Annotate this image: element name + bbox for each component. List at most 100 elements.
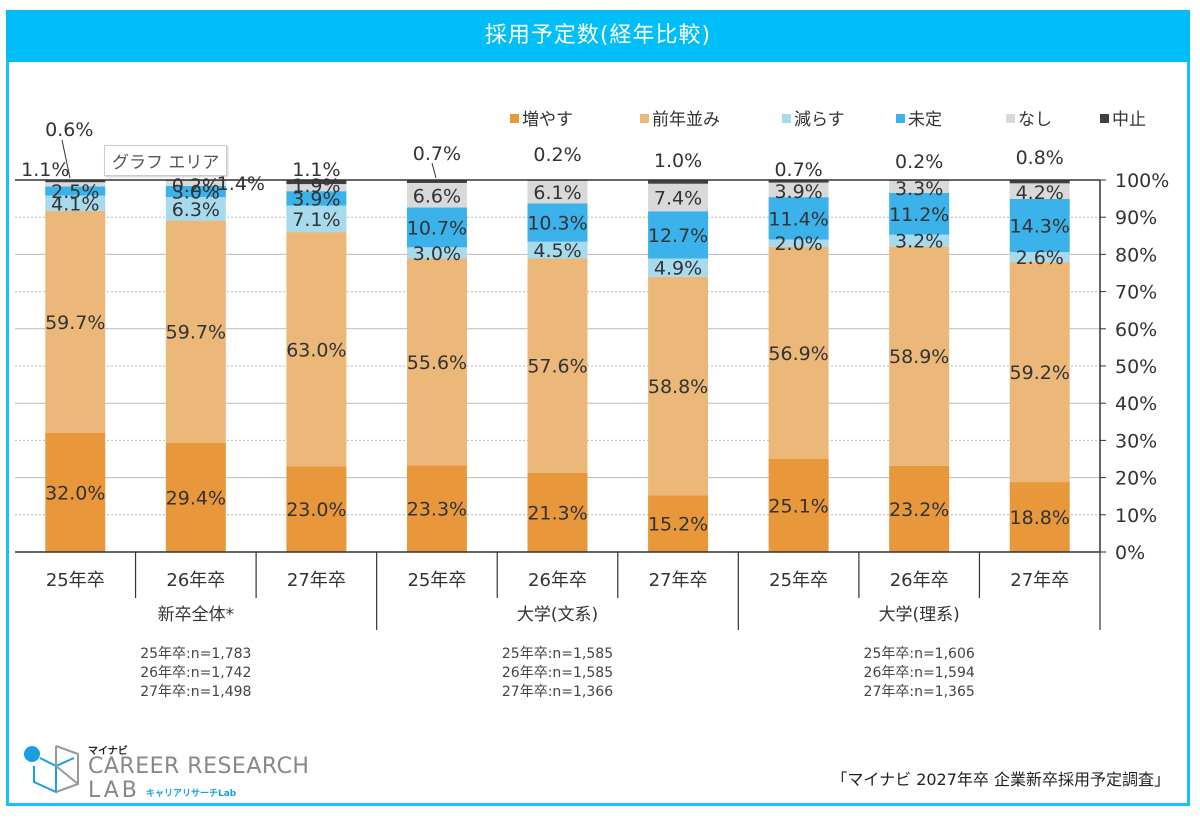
data-label: 3.9% xyxy=(774,181,822,203)
data-label: 3.3% xyxy=(895,178,943,200)
legend-label[interactable]: 増やす xyxy=(522,110,573,130)
legend-label[interactable]: 未定 xyxy=(908,110,942,130)
bar-segment-なし xyxy=(648,183,709,212)
legend-swatch xyxy=(510,114,519,123)
legend-label[interactable]: 前年並み xyxy=(652,110,720,130)
bar-segment-未定 xyxy=(45,186,106,196)
legend-label[interactable]: 減らす xyxy=(794,110,845,130)
data-label: 23.2% xyxy=(889,499,949,521)
sample-size-note: 25年卒:n=1,783 xyxy=(140,646,251,662)
bar-segment-未定 xyxy=(286,191,347,206)
legend-swatch xyxy=(782,114,791,123)
logo-career-research-text: CAREER RESEARCH xyxy=(88,754,310,779)
data-label: 3.2% xyxy=(895,231,943,253)
sample-size-note: 26年卒:n=1,742 xyxy=(140,665,251,681)
bar-segment-なし xyxy=(165,180,226,186)
bar-segment-減らす xyxy=(648,258,709,277)
y-tick-label: 40% xyxy=(1115,393,1157,415)
bar-segment-増やす xyxy=(165,442,226,552)
bar-segment-前年並み xyxy=(165,220,226,443)
y-tick-label: 80% xyxy=(1115,244,1157,266)
sample-size-note: 26年卒:n=1,594 xyxy=(864,665,975,681)
bar-segment-中止 xyxy=(286,180,347,185)
x-category-label: 26年卒 xyxy=(166,570,225,591)
data-label: 10.3% xyxy=(527,213,587,235)
data-label: 2.0% xyxy=(774,233,822,255)
sample-size-note: 27年卒:n=1,365 xyxy=(864,684,975,700)
legend-label[interactable]: 中止 xyxy=(1112,110,1146,130)
bar-segment-なし xyxy=(406,182,467,208)
logo-mynavi-text: マイナビ xyxy=(88,746,128,757)
data-label: 0.6% xyxy=(45,119,93,141)
data-label: 2.5% xyxy=(51,181,99,203)
x-category-label: 25年卒 xyxy=(46,570,105,591)
career-research-lab-logo-icon xyxy=(24,745,79,794)
data-label: 4.2% xyxy=(1016,182,1064,204)
data-label: 4.1% xyxy=(51,193,99,215)
data-label: 7.1% xyxy=(292,209,340,231)
data-label: 29.4% xyxy=(166,487,226,509)
data-label: 59.7% xyxy=(45,312,105,334)
source-note: 「マイナビ 2027年卒 企業新卒採用予定調査」 xyxy=(831,770,1170,789)
bar-segment-なし xyxy=(286,184,347,192)
data-label: 6.6% xyxy=(413,185,461,207)
bar-segment-未定 xyxy=(165,185,226,198)
data-label: 32.0% xyxy=(45,482,105,504)
sample-size-note: 27年卒:n=1,498 xyxy=(140,684,251,700)
bar-segment-減らす xyxy=(406,247,467,259)
data-label: 0.8% xyxy=(1016,147,1064,169)
leader-line xyxy=(431,162,437,179)
x-category-label: 26年卒 xyxy=(528,570,587,591)
x-category-label: 25年卒 xyxy=(769,570,828,591)
bar-segment-中止 xyxy=(45,180,106,183)
data-label: 25.1% xyxy=(768,495,828,517)
data-label: 59.7% xyxy=(166,322,226,344)
x-category-label: 27年卒 xyxy=(287,570,346,591)
bar-segment-前年並み xyxy=(286,232,347,467)
bar-segment-前年並み xyxy=(1009,261,1070,483)
data-label: 14.3% xyxy=(1010,216,1070,238)
bar-segment-増やす xyxy=(768,458,829,552)
data-label: 0.2% xyxy=(533,144,581,166)
data-label: 21.3% xyxy=(527,502,587,524)
data-label: 1.4% xyxy=(217,173,265,195)
data-label: 0.2% xyxy=(895,151,943,173)
bar-segment-減らす xyxy=(768,239,829,247)
bar-segment-なし xyxy=(45,182,106,187)
legend-swatch xyxy=(1006,114,1015,123)
bar-segment-未定 xyxy=(768,197,829,240)
bar-segment-未定 xyxy=(889,193,950,235)
y-tick-label: 50% xyxy=(1115,356,1157,378)
y-tick-label: 20% xyxy=(1115,468,1157,490)
y-tick-label: 60% xyxy=(1115,319,1157,341)
legend-label[interactable]: なし xyxy=(1018,110,1052,130)
bar-segment-前年並み xyxy=(45,210,106,433)
bar-segment-中止 xyxy=(648,180,709,184)
data-label: 59.2% xyxy=(1010,362,1070,384)
legend-swatch xyxy=(1100,114,1109,123)
data-label: 0.7% xyxy=(774,159,822,181)
data-label: 3.0% xyxy=(172,182,220,204)
data-label: 12.7% xyxy=(648,225,708,247)
bar-segment-なし xyxy=(527,180,588,204)
bar-segment-なし xyxy=(1009,183,1070,199)
data-label: 23.0% xyxy=(286,499,346,521)
data-label: 11.4% xyxy=(768,208,828,230)
bar-segment-なし xyxy=(768,182,829,198)
bar-segment-中止 xyxy=(1009,180,1070,184)
bar-segment-未定 xyxy=(1009,198,1070,253)
data-label: 10.7% xyxy=(407,217,467,239)
data-label: 4.9% xyxy=(654,258,702,280)
bar-segment-前年並み xyxy=(406,258,467,466)
group-label: 新卒全体* xyxy=(158,605,235,625)
group-label: 大学(文系) xyxy=(517,605,598,625)
bar-segment-減らす xyxy=(45,195,106,211)
data-label: 57.6% xyxy=(527,356,587,378)
logo-lab-text: LAB xyxy=(88,778,140,803)
bar-segment-減らす xyxy=(286,205,347,233)
data-label: 6.3% xyxy=(172,199,220,221)
data-label: 58.8% xyxy=(648,376,708,398)
logo-kana-text: キャリアリサーチLab xyxy=(146,789,237,799)
bar-segment-増やす xyxy=(527,472,588,552)
